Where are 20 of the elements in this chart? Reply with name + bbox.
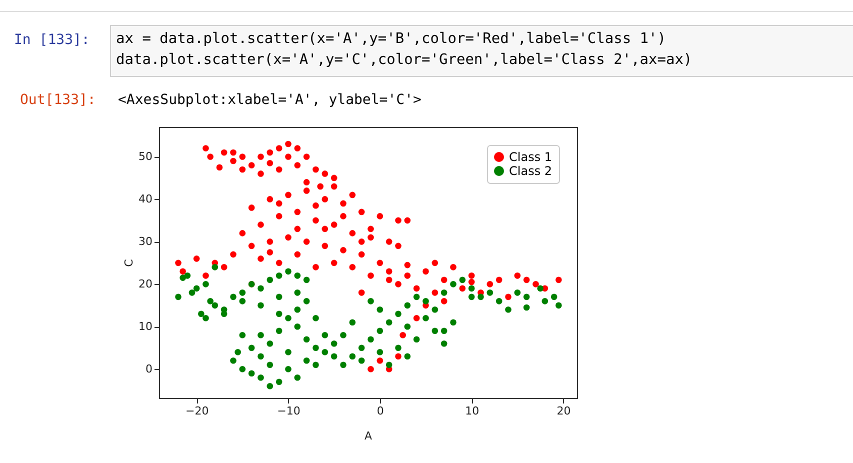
y-axis-title: C xyxy=(122,258,136,267)
text: In [133]: xyxy=(14,32,90,48)
x-tick-label: −20 xyxy=(185,404,209,418)
legend-label: Class 1 xyxy=(509,150,552,164)
y-tick-label: 10 xyxy=(138,320,152,334)
y-tick-label: 0 xyxy=(146,362,152,376)
text: ax = data.plot.scatter(x='A',y='B',color='Red',label='Class 1') xyxy=(116,31,666,47)
text: data.plot.scatter(x='A',y='C',color='Green',label='Class 2',ax=ax) xyxy=(116,52,692,68)
y-tick-label: 50 xyxy=(138,150,152,164)
legend-label: Class 2 xyxy=(509,164,552,178)
y-tick-label: 30 xyxy=(138,235,152,248)
x-tick-label: −10 xyxy=(277,404,300,418)
y-tick-label: 20 xyxy=(138,278,152,291)
y-tick-label: 40 xyxy=(138,192,152,206)
x-tick-label: 20 xyxy=(556,404,571,418)
text: <AxesSubplot:xlabel='A', ylabel='C'> xyxy=(118,92,422,108)
x-axis-title: A xyxy=(364,430,372,442)
text: Out[133]: xyxy=(20,92,96,108)
x-tick-label: 10 xyxy=(465,404,480,418)
x-tick-label: 0 xyxy=(376,404,384,418)
